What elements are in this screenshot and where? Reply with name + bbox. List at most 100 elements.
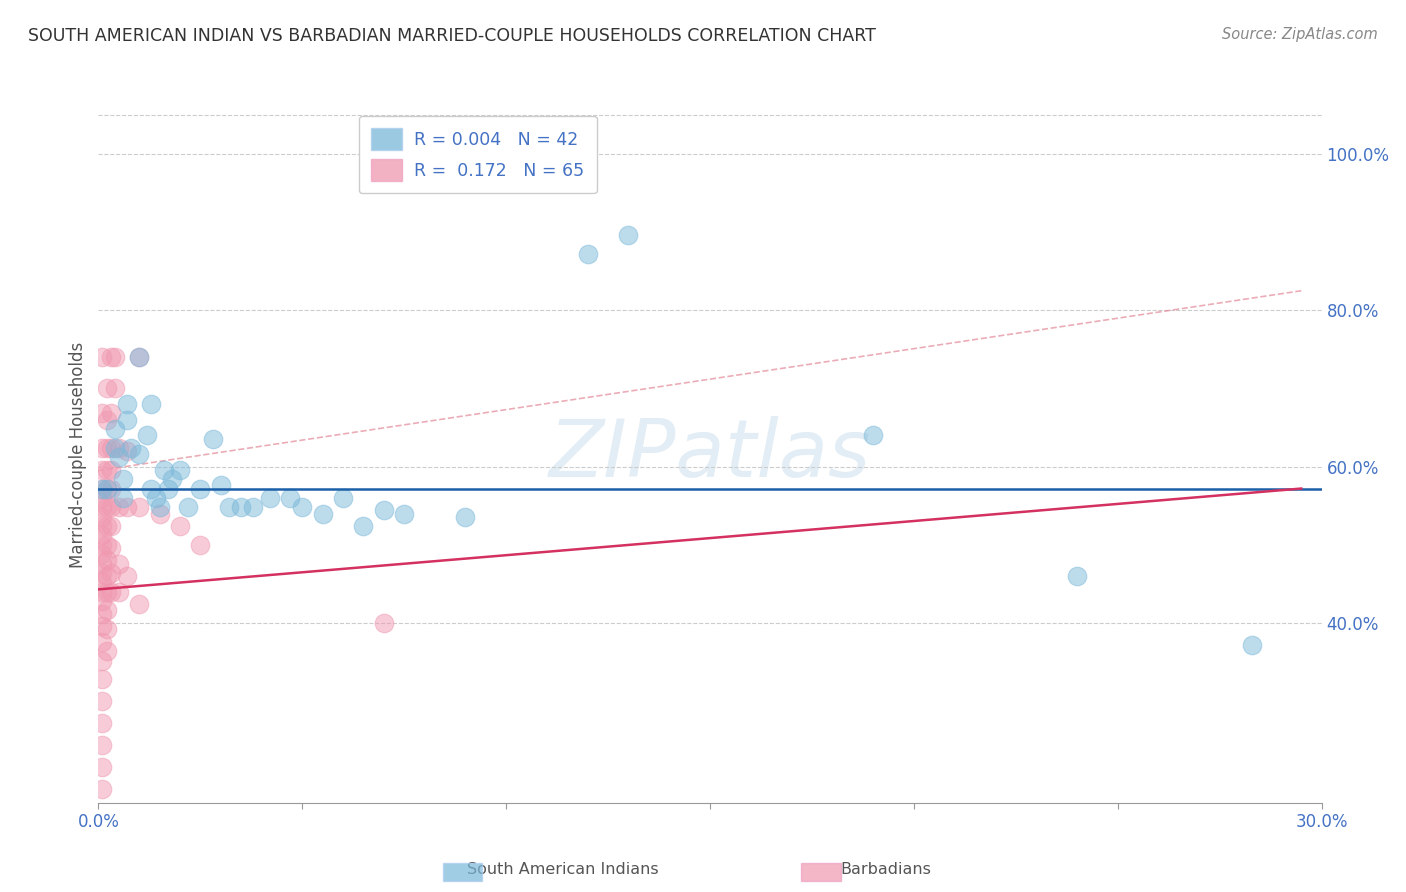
Point — [111, 491, 134, 505]
Point — [100, 584, 122, 599]
Point — [100, 519, 122, 533]
Point — [91, 607, 114, 621]
Point — [91, 673, 114, 687]
Point — [1241, 638, 1264, 652]
Point — [91, 509, 114, 524]
Point — [91, 619, 114, 633]
Point — [156, 482, 179, 496]
Point — [108, 500, 131, 515]
Point — [91, 491, 114, 505]
Point — [91, 547, 114, 561]
Point — [96, 569, 118, 583]
Point — [145, 491, 167, 505]
Point — [91, 781, 114, 796]
Point — [91, 519, 114, 533]
Point — [96, 644, 118, 658]
Point — [128, 597, 150, 611]
Text: SOUTH AMERICAN INDIAN VS BARBADIAN MARRIED-COUPLE HOUSEHOLDS CORRELATION CHART: SOUTH AMERICAN INDIAN VS BARBADIAN MARRI… — [28, 27, 876, 45]
Point — [91, 738, 114, 752]
Text: Source: ZipAtlas.com: Source: ZipAtlas.com — [1222, 27, 1378, 42]
Point — [96, 584, 118, 599]
Point — [188, 482, 212, 496]
Point — [259, 491, 281, 505]
Point — [91, 760, 114, 774]
Point — [115, 569, 138, 583]
Point — [169, 519, 191, 533]
Point — [100, 500, 122, 515]
Point — [115, 444, 138, 458]
Point — [91, 566, 114, 580]
Point — [91, 557, 114, 571]
Point — [96, 463, 118, 477]
Point — [104, 382, 127, 396]
Point — [188, 538, 212, 552]
Point — [96, 382, 118, 396]
Point — [91, 694, 114, 708]
Point — [91, 482, 114, 496]
Point — [91, 463, 114, 477]
Point — [96, 413, 118, 427]
Point — [862, 428, 884, 442]
Point — [278, 491, 301, 505]
Point — [91, 653, 114, 667]
Y-axis label: Married-couple Households: Married-couple Households — [69, 342, 87, 568]
Point — [104, 350, 127, 364]
Point — [100, 566, 122, 580]
Point — [96, 482, 118, 496]
Point — [141, 482, 163, 496]
Point — [576, 247, 599, 261]
Point — [96, 538, 118, 552]
Point — [91, 716, 114, 731]
Point — [91, 500, 114, 515]
Point — [100, 463, 122, 477]
Point — [96, 622, 118, 636]
Point — [373, 503, 395, 517]
Point — [169, 463, 191, 477]
Point — [291, 500, 314, 515]
Point — [160, 472, 183, 486]
Point — [312, 507, 335, 521]
Text: South American Indians: South American Indians — [467, 863, 658, 877]
Point — [96, 500, 118, 515]
Point — [91, 594, 114, 608]
Legend: R = 0.004   N = 42, R =  0.172   N = 65: R = 0.004 N = 42, R = 0.172 N = 65 — [359, 116, 596, 194]
Point — [96, 603, 118, 617]
Point — [454, 509, 477, 524]
Point — [100, 482, 122, 496]
Point — [115, 500, 138, 515]
Point — [96, 482, 118, 496]
Point — [177, 500, 200, 515]
Text: ZIPatlas: ZIPatlas — [548, 416, 872, 494]
Point — [91, 407, 114, 421]
Point — [108, 584, 131, 599]
Point — [96, 441, 118, 455]
Point — [152, 463, 174, 477]
Point — [231, 500, 253, 515]
Point — [149, 507, 172, 521]
Point — [91, 441, 114, 455]
Point — [108, 557, 131, 571]
Point — [115, 413, 138, 427]
Point — [91, 538, 114, 552]
Point — [115, 397, 138, 411]
Point — [91, 634, 114, 648]
Point — [392, 507, 416, 521]
Point — [91, 350, 114, 364]
Point — [96, 553, 118, 567]
Point — [373, 615, 395, 630]
Point — [332, 491, 354, 505]
Point — [201, 432, 224, 446]
Point — [100, 441, 122, 455]
Point — [128, 447, 150, 461]
Point — [91, 575, 114, 590]
Point — [100, 541, 122, 555]
Point — [218, 500, 240, 515]
Point — [91, 482, 114, 496]
Point — [91, 584, 114, 599]
Point — [100, 350, 122, 364]
Point — [96, 519, 118, 533]
Point — [104, 441, 127, 455]
Point — [1066, 569, 1088, 583]
Point — [111, 472, 134, 486]
Point — [120, 441, 142, 455]
